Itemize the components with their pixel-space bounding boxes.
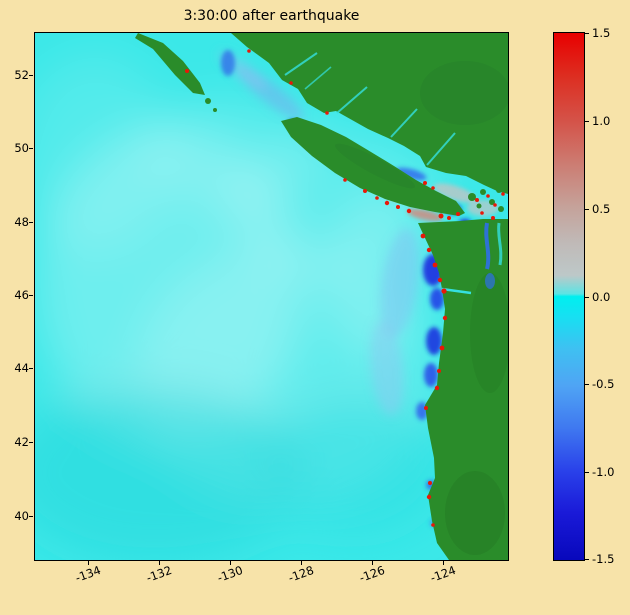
y-tick-label: 50: [14, 141, 29, 155]
x-tick-mark: [443, 561, 444, 565]
colorbar-tick-label: 0.0: [592, 290, 611, 304]
y-tick-mark: [29, 222, 33, 223]
y-tick-mark: [29, 368, 33, 369]
y-tick-mark: [29, 516, 33, 517]
columbia-river: [441, 287, 472, 295]
y-tick-mark: [29, 75, 33, 76]
land-wa-or-mainland: [418, 219, 508, 560]
colorbar-tick-mark: [585, 384, 589, 385]
y-tick-label: 44: [14, 361, 29, 375]
colorbar-tick-label: 1.0: [592, 114, 611, 128]
x-tick-mark: [88, 561, 89, 565]
y-tick-label: 42: [14, 435, 29, 449]
colorbar-tick-mark: [585, 297, 589, 298]
land-vancouver-island: [281, 117, 465, 216]
x-tick-mark: [372, 561, 373, 565]
colorbar-tick-label: -0.5: [592, 377, 615, 391]
plot-title: 3:30:00 after earthquake: [183, 8, 360, 24]
colorbar-tick-label: 0.5: [592, 202, 611, 216]
land-san-juan-islands: [468, 187, 504, 212]
land-bc-mainland: [231, 33, 508, 194]
colorbar-tick-mark: [585, 121, 589, 122]
colorbar-tick-mark: [585, 559, 589, 560]
colorbar-tick-label: -1.0: [592, 465, 615, 479]
y-tick-label: 46: [14, 288, 29, 302]
x-tick-mark: [159, 561, 160, 565]
y-tick-label: 48: [14, 215, 29, 229]
colorbar-tick-label: 1.5: [592, 26, 611, 40]
puget-sound-channel: [484, 222, 491, 270]
colorbar-tick-mark: [585, 209, 589, 210]
y-tick-mark: [29, 148, 33, 149]
colorbar-tick-mark: [585, 33, 589, 34]
x-tick-mark: [230, 561, 231, 565]
y-tick-mark: [29, 442, 33, 443]
map-plot-area: [34, 32, 509, 561]
colorbar-tick-label: -1.5: [592, 552, 615, 566]
land-haida-gwaii: [135, 33, 217, 112]
y-tick-mark: [29, 295, 33, 296]
x-tick-mark: [301, 561, 302, 565]
tsunami-heatmap: [35, 33, 508, 560]
colorbar: [553, 32, 585, 561]
y-tick-label: 52: [14, 68, 29, 82]
colorbar-tick-mark: [585, 472, 589, 473]
strong-positive-coastal-marks: [185, 49, 505, 527]
hood-canal-channel: [497, 222, 503, 266]
y-tick-label: 40: [14, 509, 29, 523]
